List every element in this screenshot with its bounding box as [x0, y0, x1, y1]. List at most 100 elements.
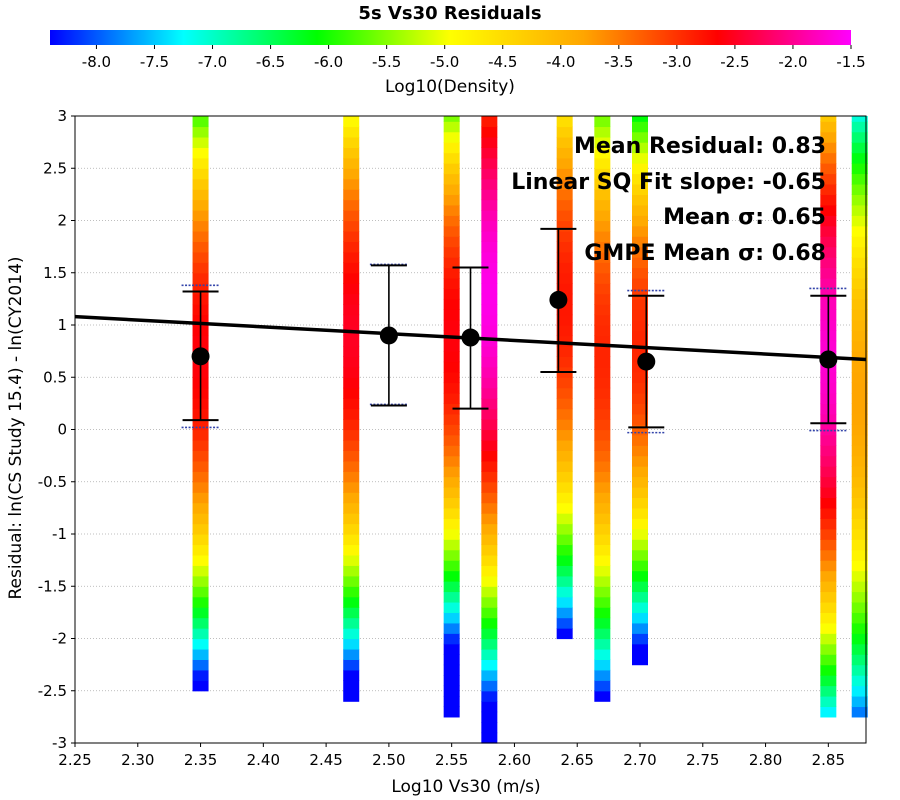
- density-cell: [556, 492, 573, 504]
- density-cell: [851, 215, 868, 227]
- density-cell: [481, 335, 498, 347]
- density-cell: [632, 183, 648, 195]
- density-cell: [632, 570, 648, 582]
- density-cell: [343, 304, 360, 316]
- density-cell: [343, 523, 360, 535]
- density-cell: [481, 116, 498, 128]
- density-cell: [343, 230, 360, 242]
- density-cell: [443, 413, 460, 425]
- density-cell: [443, 601, 460, 613]
- density-cell: [556, 220, 573, 232]
- density-cell: [481, 607, 498, 619]
- density-cell: [343, 387, 360, 399]
- density-cell: [343, 241, 360, 253]
- density-cell: [481, 596, 498, 608]
- y-tick-label: -3: [52, 734, 67, 752]
- density-cell: [481, 439, 498, 451]
- mean-point: [819, 350, 838, 369]
- density-cell: [343, 617, 360, 629]
- density-cell: [632, 116, 648, 122]
- mean-point: [549, 290, 568, 309]
- density-cell: [481, 419, 498, 431]
- density-cell: [632, 392, 648, 404]
- density-cell: [594, 502, 611, 514]
- density-cell: [851, 633, 868, 645]
- density-cell: [481, 523, 498, 535]
- density-cell: [192, 669, 209, 681]
- density-cell: [556, 147, 573, 159]
- density-cell: [594, 648, 611, 660]
- density-cell: [343, 157, 360, 169]
- density-cell: [594, 241, 611, 253]
- density-cell: [820, 560, 837, 572]
- density-cell: [443, 131, 460, 143]
- density-column: [556, 116, 573, 640]
- density-cell: [481, 502, 498, 514]
- mean-point: [637, 352, 656, 371]
- density-cell: [820, 267, 837, 279]
- density-cell: [343, 147, 360, 159]
- density-cell: [851, 163, 868, 175]
- density-cell: [192, 189, 209, 201]
- density-cell: [632, 142, 648, 154]
- density-cell: [820, 215, 837, 227]
- density-cell: [481, 513, 498, 525]
- density-cell: [443, 351, 460, 363]
- density-cell: [343, 575, 360, 587]
- density-cell: [192, 565, 209, 577]
- density-cell: [481, 565, 498, 577]
- density-cell: [556, 565, 573, 577]
- density-cell: [192, 450, 209, 462]
- density-cell: [632, 403, 648, 415]
- density-cell: [192, 126, 209, 138]
- density-cell: [594, 230, 611, 242]
- density-cell: [192, 607, 209, 619]
- density-cell: [820, 476, 837, 488]
- density-cell: [820, 581, 837, 593]
- density-cell: [343, 262, 360, 274]
- density-cell: [851, 675, 868, 687]
- density-cell: [556, 523, 573, 535]
- y-tick-label: -0.5: [38, 473, 67, 491]
- density-cell: [556, 116, 573, 128]
- density-cell: [594, 492, 611, 504]
- density-cell: [443, 539, 460, 551]
- density-cell: [594, 638, 611, 650]
- colorbar-tick-label: -3.5: [604, 53, 633, 71]
- density-cell: [632, 476, 648, 488]
- x-axis-label: Log10 Vs30 (m/s): [391, 777, 540, 797]
- density-cell: [556, 544, 573, 556]
- density-cell: [851, 194, 868, 206]
- density-cell: [192, 429, 209, 441]
- density-cell: [632, 246, 648, 258]
- density-cell: [443, 654, 460, 666]
- density-cell: [556, 387, 573, 399]
- density-cell: [632, 257, 648, 269]
- density-cell: [851, 497, 868, 509]
- density-cell: [443, 643, 460, 655]
- density-cell: [594, 554, 611, 566]
- y-axis-label: Residual: ln(CS Study 15.4) - ln(CY2014): [6, 256, 26, 599]
- density-cell: [481, 408, 498, 420]
- density-cell: [632, 121, 648, 133]
- density-cell: [851, 528, 868, 540]
- density-cell: [594, 157, 611, 169]
- density-cell: [443, 225, 460, 237]
- density-cell: [594, 377, 611, 389]
- density-cell: [556, 356, 573, 368]
- density-cell: [192, 199, 209, 211]
- density-cell: [594, 168, 611, 180]
- colorbar-tick-label: -4.0: [546, 53, 575, 71]
- density-cell: [481, 168, 498, 180]
- density-cell: [343, 638, 360, 650]
- y-tick-label: 3: [57, 107, 67, 125]
- density-cell: [632, 131, 648, 143]
- density-cell: [443, 570, 460, 582]
- density-cell: [443, 288, 460, 300]
- y-tick-label: 2.5: [43, 159, 67, 177]
- density-cell: [443, 121, 460, 133]
- density-cell: [594, 136, 611, 148]
- density-cell: [820, 664, 837, 676]
- density-cell: [594, 460, 611, 472]
- density-cell: [481, 732, 498, 744]
